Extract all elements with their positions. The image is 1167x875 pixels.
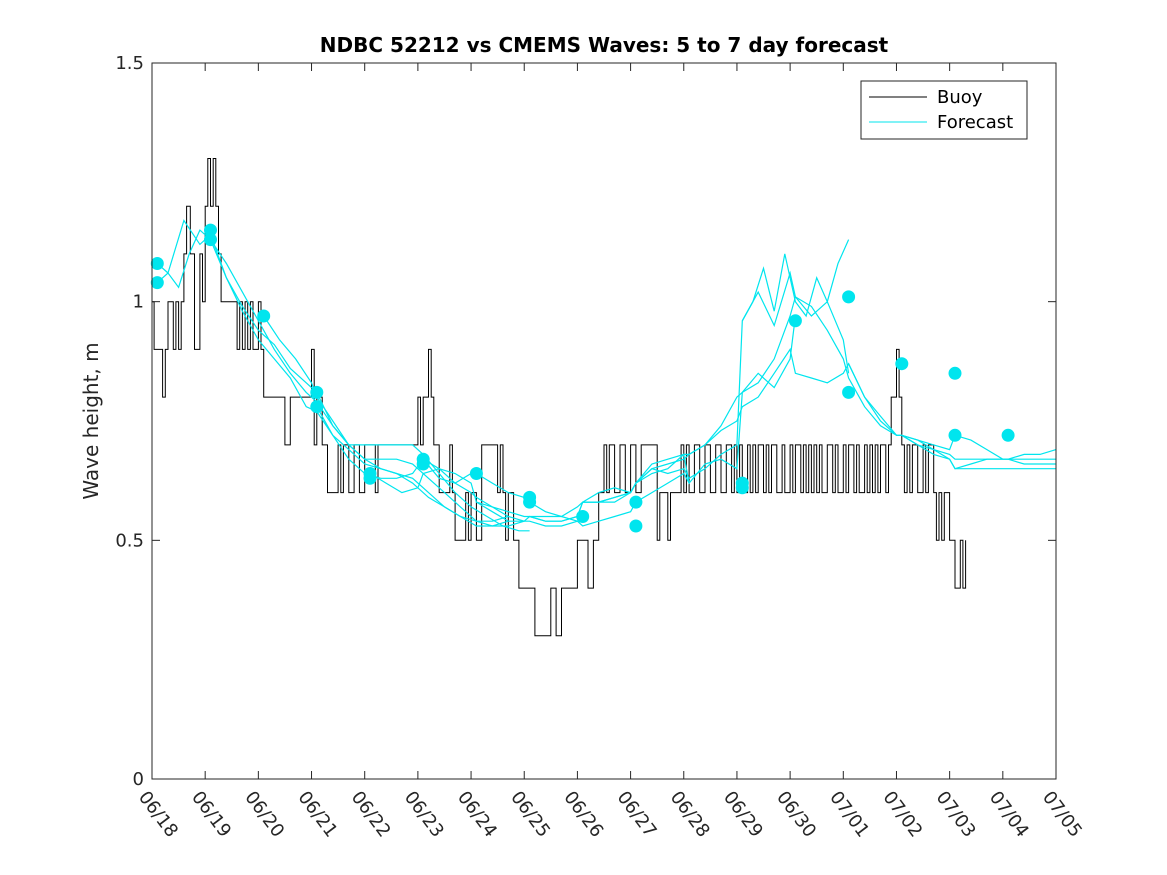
chart-title: NDBC 52212 vs CMEMS Waves: 5 to 7 day fo… — [320, 33, 889, 57]
legend-buoy-label: Buoy — [937, 87, 983, 108]
plot-frame — [151, 62, 1057, 780]
forecast-marker — [842, 385, 856, 399]
y-tick-label: 1 — [133, 292, 144, 313]
forecast-marker — [150, 276, 164, 290]
forecast-marker — [150, 257, 164, 270]
forecast-marker — [948, 428, 962, 442]
y-tick-label: 0.5 — [115, 530, 144, 551]
forecast-marker — [895, 357, 909, 371]
forecast-line — [741, 239, 850, 322]
forecast-marker — [948, 366, 962, 380]
forecast-marker — [204, 223, 217, 237]
forecast-marker — [257, 309, 271, 323]
buoy-line — [152, 158, 967, 637]
forecast-marker — [310, 385, 324, 399]
forecast-marker — [523, 495, 537, 509]
forecast-marker — [416, 457, 430, 471]
forecast-marker — [363, 471, 377, 485]
forecast-marker — [629, 519, 643, 533]
buoy-series — [152, 158, 967, 637]
y-tick-label: 0 — [133, 769, 144, 790]
forecast-line — [209, 239, 525, 527]
forecast-marker — [1001, 428, 1015, 442]
forecast-marker — [576, 510, 590, 523]
forecast-markers — [150, 223, 1015, 533]
legend-box — [860, 80, 1028, 140]
forecast-marker — [469, 467, 483, 480]
forecast-marker — [629, 495, 643, 509]
forecast-marker — [204, 233, 217, 247]
forecast-line — [582, 270, 850, 503]
forecast-line — [263, 315, 530, 532]
forecast-marker — [842, 290, 856, 304]
forecast-line — [901, 434, 1056, 460]
forecast-marker — [735, 481, 749, 495]
legend: Buoy Forecast — [860, 80, 1028, 140]
y-axis-label: Wave height, m — [79, 342, 103, 499]
plot-area — [152, 63, 1056, 779]
y-tick-label: 1.5 — [115, 53, 144, 74]
legend-forecast-label: Forecast — [937, 112, 1013, 133]
forecast-line — [901, 434, 1056, 470]
forecast-marker — [788, 314, 802, 328]
forecast-marker — [310, 400, 324, 414]
y-axis: 0 0.5 1 1.5 — [115, 53, 1056, 790]
